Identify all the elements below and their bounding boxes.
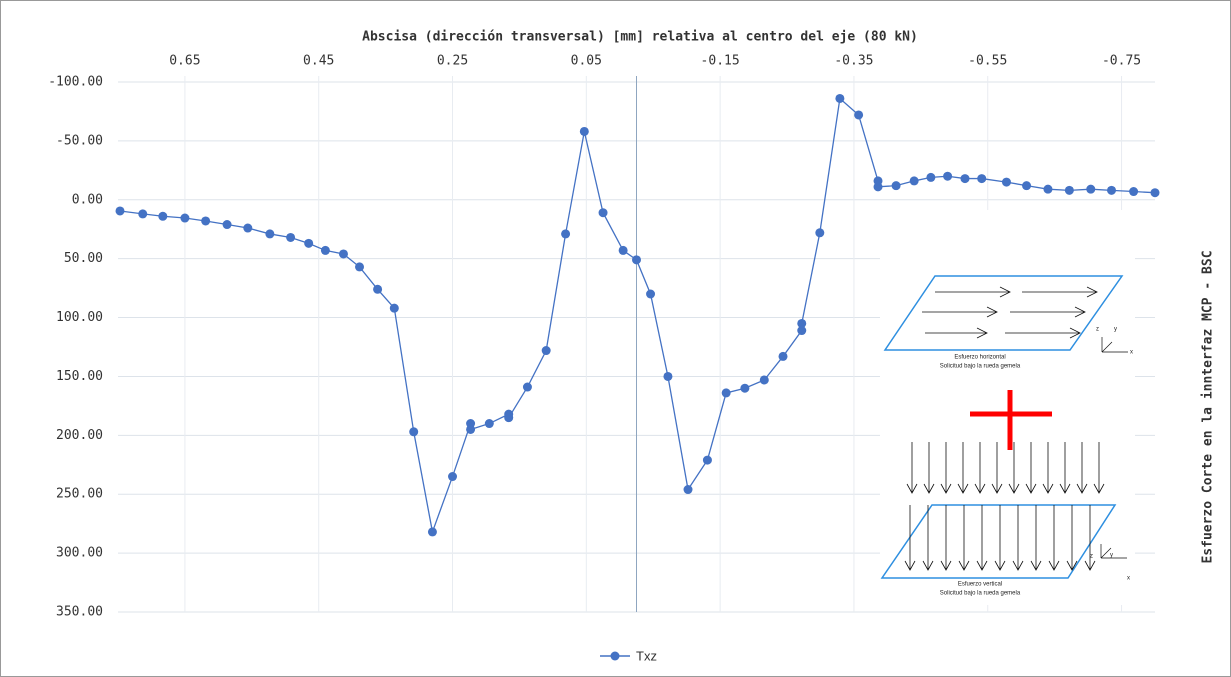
point	[815, 228, 825, 238]
point	[598, 208, 608, 218]
axes-icon	[1100, 337, 1128, 559]
inset-axis: x	[1130, 350, 1133, 356]
point	[797, 326, 807, 336]
x-tick-label: -0.15	[701, 54, 740, 69]
y-tick-label: -50.00	[56, 133, 103, 148]
point	[427, 527, 437, 537]
y-tick-label: 50.00	[64, 251, 103, 266]
h-arrows	[922, 286, 1098, 339]
y-tick-label: 150.00	[56, 369, 103, 384]
point	[389, 303, 399, 313]
point	[977, 174, 987, 184]
point	[835, 93, 845, 103]
point	[663, 371, 673, 381]
x-tick-label: 0.05	[571, 54, 602, 69]
point	[243, 223, 253, 233]
point	[504, 413, 514, 423]
point	[373, 284, 383, 294]
x-axis-title: Abscisa (dirección transversal) [mm] rel…	[362, 30, 918, 45]
point	[338, 249, 348, 259]
point	[1043, 184, 1053, 194]
v-arrows	[904, 442, 1105, 571]
point	[702, 455, 712, 465]
inset-axis: y	[1110, 553, 1113, 559]
annotation: Esfuerzo horizontal	[954, 355, 1005, 361]
point	[1064, 185, 1074, 195]
annotation: Solicitud bajo la rueda gemela	[940, 591, 1021, 597]
point	[1022, 181, 1032, 191]
point	[909, 176, 919, 186]
point	[201, 216, 211, 226]
point	[320, 245, 330, 255]
y-tick-label: 300.00	[56, 546, 103, 561]
point	[466, 424, 476, 434]
y-axis-title: Esfuerzo Corte en la innterfaz MCP - BSC	[1201, 250, 1216, 563]
x-tick-label: 0.45	[303, 54, 334, 69]
point	[304, 238, 314, 248]
x-tick-label: -0.55	[968, 54, 1007, 69]
point	[409, 427, 419, 437]
point	[541, 346, 551, 356]
x-tick-label: -0.35	[834, 54, 873, 69]
point	[115, 206, 125, 216]
y-tick-label: 350.00	[56, 605, 103, 620]
y-tick-label: -100.00	[48, 75, 103, 90]
point	[618, 245, 628, 255]
x-tick-label: -0.75	[1102, 54, 1141, 69]
point	[158, 211, 168, 221]
inset: z y x z y x Esfuerzo horizontal Solicitu…	[880, 210, 1135, 605]
y-tick-label: 100.00	[56, 310, 103, 325]
point	[759, 375, 769, 385]
point	[579, 126, 589, 136]
point	[943, 171, 953, 181]
legend-marker	[610, 651, 620, 661]
point	[265, 229, 275, 239]
inset-axis: z	[1090, 554, 1093, 560]
y-tick-label: 250.00	[56, 487, 103, 502]
point	[1129, 187, 1139, 197]
plus	[970, 390, 1052, 450]
point	[632, 255, 641, 265]
point	[778, 351, 788, 361]
plate	[883, 275, 1124, 351]
annotation: Solicitud bajo la rueda gemela	[940, 364, 1021, 370]
point	[740, 383, 750, 393]
point	[646, 289, 656, 299]
point	[854, 110, 864, 120]
y-tick-label: 200.00	[56, 428, 103, 443]
point	[960, 174, 970, 184]
point	[484, 419, 494, 429]
point	[891, 181, 901, 191]
inset-axis: z	[1096, 327, 1099, 333]
point	[797, 318, 807, 328]
legend-label: Txz	[636, 648, 657, 663]
point	[561, 229, 571, 239]
point	[683, 485, 693, 495]
point	[138, 209, 148, 219]
y-tick-label: 0.00	[72, 192, 103, 207]
point	[448, 472, 458, 482]
point	[873, 182, 883, 192]
point	[1150, 188, 1160, 198]
point	[1001, 177, 1011, 187]
annotation: Esfuerzo vertical	[958, 582, 1002, 588]
point	[1107, 185, 1117, 195]
point	[180, 213, 190, 223]
point	[286, 232, 296, 242]
inset-axis: x	[1127, 576, 1130, 582]
point	[222, 220, 232, 230]
inset-axis: y	[1114, 327, 1117, 333]
point	[721, 388, 731, 398]
point	[355, 262, 365, 272]
x-tick-label: 0.25	[437, 54, 468, 69]
point	[926, 172, 936, 182]
x-tick-label: 0.65	[169, 54, 200, 69]
point	[522, 382, 532, 392]
point	[1086, 184, 1096, 194]
